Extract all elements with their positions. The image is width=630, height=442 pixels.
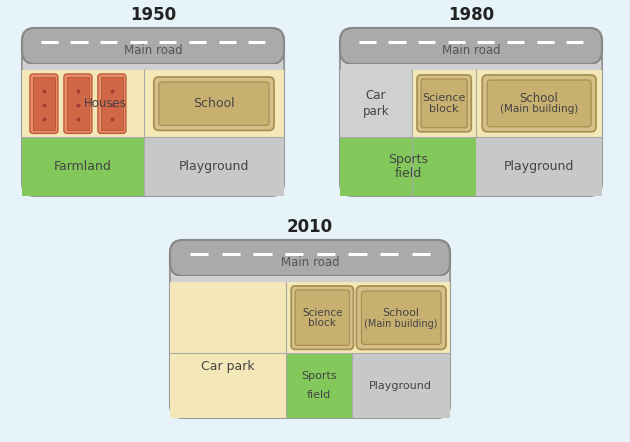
Bar xyxy=(101,77,123,130)
Text: Main road: Main road xyxy=(281,256,340,269)
Text: Main road: Main road xyxy=(123,44,182,57)
Bar xyxy=(22,137,144,196)
Text: School: School xyxy=(382,308,420,318)
Text: block: block xyxy=(308,318,336,328)
FancyBboxPatch shape xyxy=(64,74,92,133)
Text: Science: Science xyxy=(302,308,343,318)
FancyBboxPatch shape xyxy=(154,77,274,130)
FancyBboxPatch shape xyxy=(295,290,350,345)
Text: Playground: Playground xyxy=(504,160,575,173)
Bar xyxy=(340,137,476,196)
Text: Houses: Houses xyxy=(83,97,126,110)
FancyBboxPatch shape xyxy=(362,291,441,344)
Text: 1950: 1950 xyxy=(130,6,176,24)
Text: (Main building): (Main building) xyxy=(365,319,438,329)
FancyBboxPatch shape xyxy=(421,79,467,128)
FancyBboxPatch shape xyxy=(22,28,284,64)
Text: Farmland: Farmland xyxy=(54,160,112,173)
Bar xyxy=(33,77,55,130)
Bar xyxy=(144,137,284,196)
Text: School: School xyxy=(520,92,559,105)
Text: Playground: Playground xyxy=(179,160,249,173)
FancyBboxPatch shape xyxy=(340,28,602,196)
Bar xyxy=(340,70,412,137)
FancyBboxPatch shape xyxy=(159,82,269,126)
Text: Car: Car xyxy=(366,89,386,102)
Text: field: field xyxy=(307,390,331,400)
Text: (Main building): (Main building) xyxy=(500,104,578,114)
Bar xyxy=(24,64,282,70)
Text: Science: Science xyxy=(423,93,466,103)
Text: School: School xyxy=(193,97,235,110)
Text: Playground: Playground xyxy=(369,381,432,391)
FancyBboxPatch shape xyxy=(30,74,58,133)
Text: Sports: Sports xyxy=(388,153,428,166)
Bar xyxy=(476,137,602,196)
FancyBboxPatch shape xyxy=(487,80,591,127)
Bar xyxy=(352,354,450,418)
FancyBboxPatch shape xyxy=(170,240,450,276)
Text: Sports: Sports xyxy=(301,371,337,381)
Bar xyxy=(170,282,450,418)
Bar xyxy=(172,276,448,282)
Text: block: block xyxy=(430,104,459,114)
Bar xyxy=(340,70,602,137)
Text: 2010: 2010 xyxy=(287,218,333,236)
FancyBboxPatch shape xyxy=(357,286,446,349)
Bar xyxy=(144,70,284,137)
FancyBboxPatch shape xyxy=(98,74,126,133)
FancyBboxPatch shape xyxy=(482,75,596,132)
Text: Main road: Main road xyxy=(442,44,500,57)
Bar xyxy=(286,354,352,418)
Text: park: park xyxy=(363,105,389,118)
FancyBboxPatch shape xyxy=(22,28,284,196)
FancyBboxPatch shape xyxy=(417,75,471,132)
FancyBboxPatch shape xyxy=(340,28,602,64)
Text: Car park: Car park xyxy=(202,360,255,373)
Bar xyxy=(22,70,144,137)
Text: field: field xyxy=(394,167,421,180)
Bar xyxy=(342,64,600,70)
FancyBboxPatch shape xyxy=(291,286,353,349)
FancyBboxPatch shape xyxy=(170,240,450,418)
Bar xyxy=(67,77,89,130)
Text: 1980: 1980 xyxy=(448,6,494,24)
